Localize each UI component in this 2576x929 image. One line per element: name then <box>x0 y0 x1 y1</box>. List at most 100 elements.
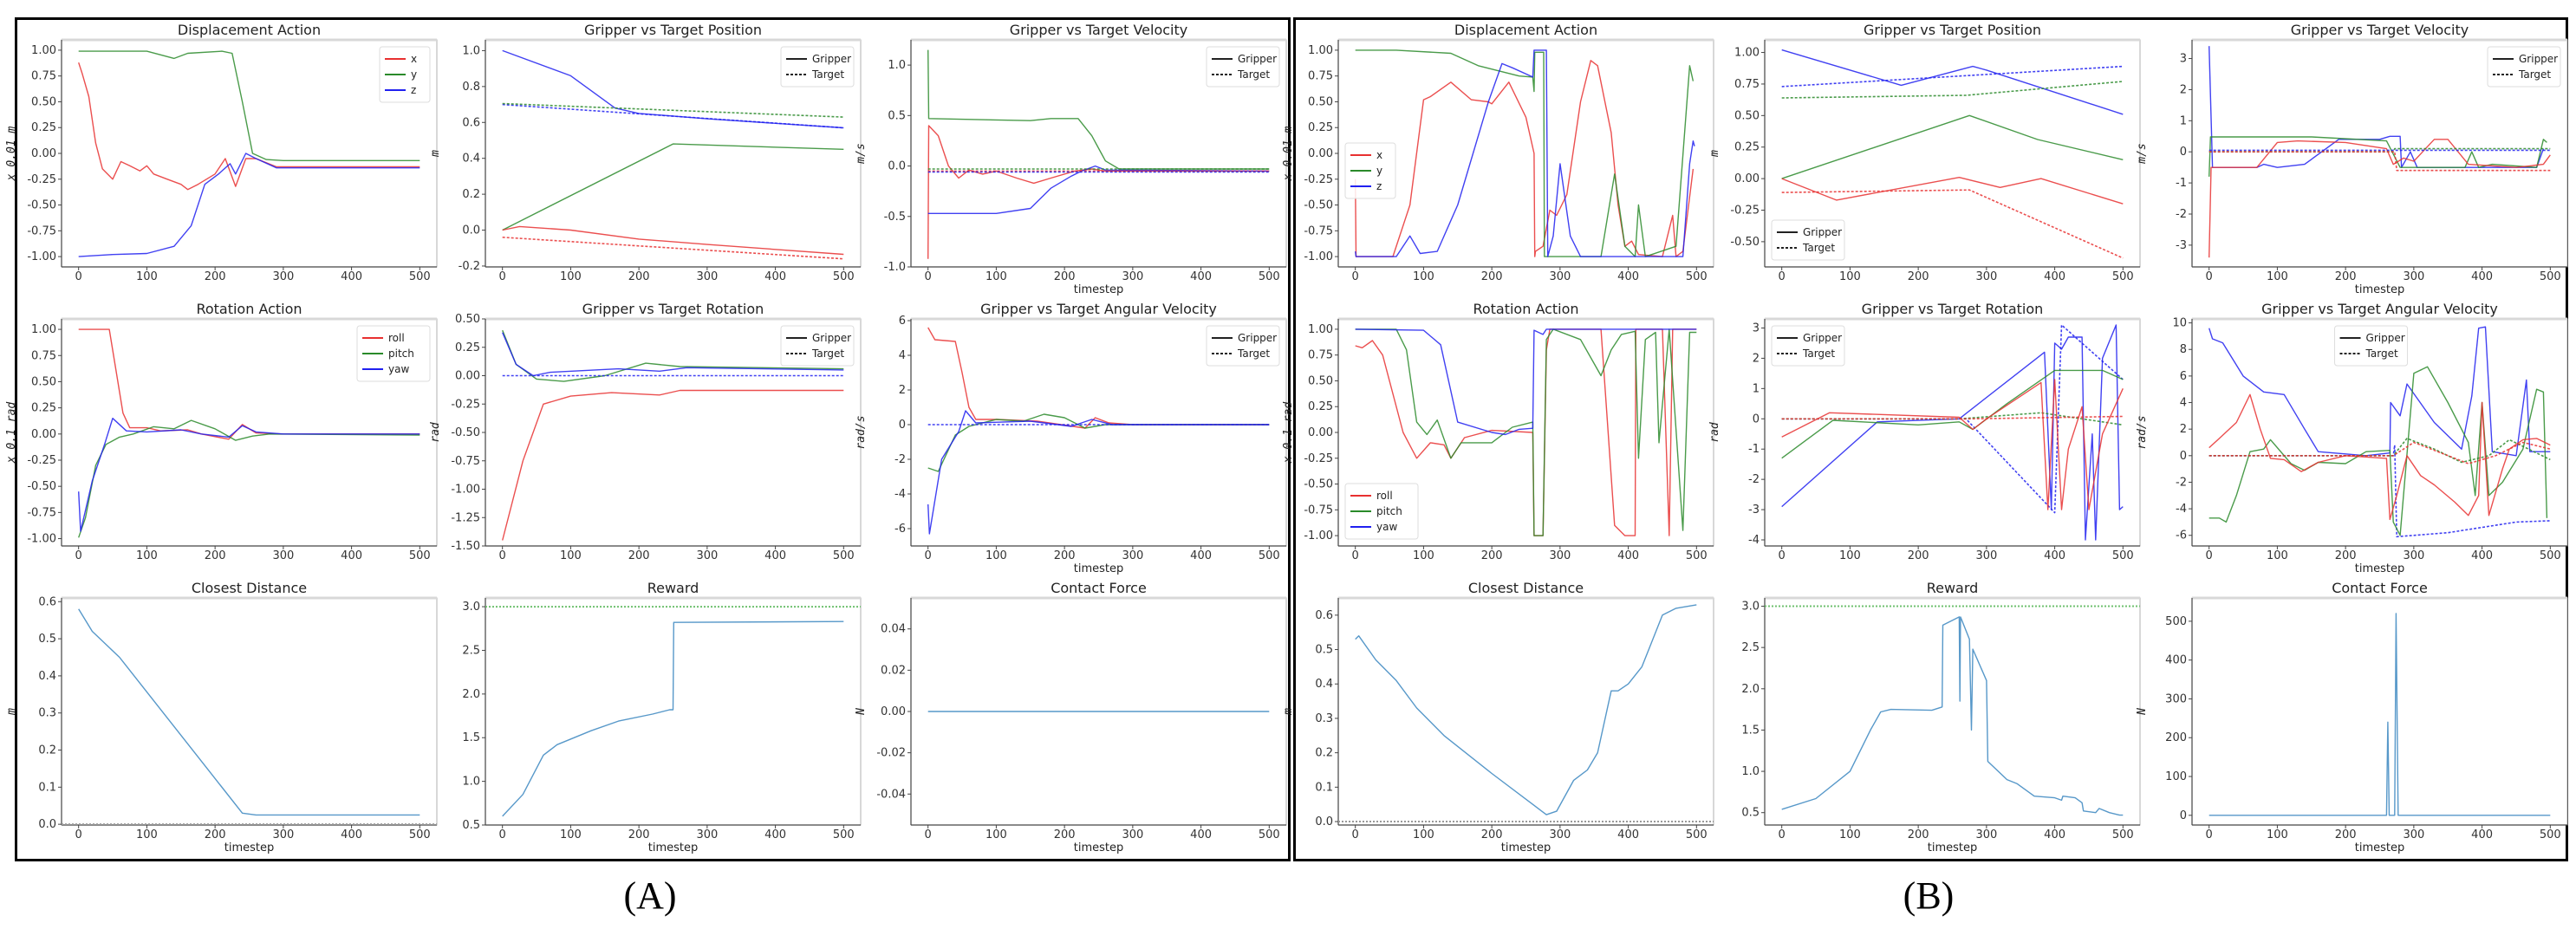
y-tick-label: 6 <box>899 315 906 328</box>
y-tick-label: 0.25 <box>1734 141 1760 154</box>
series-line <box>1781 616 2124 816</box>
plot-area <box>1337 39 1714 268</box>
x-tick-label: 500 <box>1259 549 1280 562</box>
x-tick-label: 500 <box>1259 828 1280 841</box>
series-line-target <box>1781 81 2124 99</box>
legend-label: pitch <box>1376 505 1402 517</box>
x-tick-label: 0 <box>1352 270 1359 283</box>
y-tick-label: -1.00 <box>1304 250 1333 263</box>
x-tick-label: 0 <box>1779 270 1786 283</box>
x-tick-label: 400 <box>2044 549 2065 562</box>
y-tick-label: -0.25 <box>27 454 56 467</box>
x-tick-label: 500 <box>409 828 431 841</box>
y-tick-label: 0.25 <box>31 402 56 415</box>
series-group <box>2208 46 2551 258</box>
subplot-a-reward: Reward 0 100 200 300 400 500 0.5 1.0 1.5 2.0 2.5 3.0… <box>462 580 862 854</box>
y-tick-label: 0.50 <box>31 375 56 388</box>
y-tick-label: -0.50 <box>27 480 56 493</box>
y-axis-label: m <box>1282 708 1295 716</box>
series-line-target <box>2208 151 2551 172</box>
x-axis-label: timestep <box>2355 283 2405 296</box>
series-line-target <box>2208 438 2551 464</box>
x-tick-label: 0 <box>75 828 82 841</box>
subplot-b-displacement-action: Displacement Action 0 100 200 300 400 500 -1.00… <box>1282 22 1714 283</box>
series-line-target <box>2208 441 2551 464</box>
y-tick-label: 0 <box>1753 413 1760 426</box>
legend-label: Gripper <box>812 332 851 344</box>
y-tick-label: 400 <box>2165 654 2187 667</box>
x-tick-label: 300 <box>2403 549 2424 562</box>
legend-label: y <box>411 68 417 81</box>
y-tick-label: 1 <box>2180 114 2187 127</box>
y-tick-label: 0.1 <box>38 781 56 794</box>
x-tick-label: 400 <box>1617 270 1639 283</box>
chart-title: Rotation Action <box>1473 301 1578 317</box>
x-tick-label: 100 <box>1413 270 1434 283</box>
series-group <box>927 49 1270 259</box>
series-group <box>502 329 844 541</box>
x-axis-label: timestep <box>1074 283 1124 296</box>
x-tick-label: 500 <box>833 828 855 841</box>
y-tick-label: 0.5 <box>888 109 906 122</box>
x-tick-label: 400 <box>341 549 362 562</box>
panel-a-frame <box>15 17 1291 861</box>
x-tick-label: 500 <box>409 549 431 562</box>
series-line <box>502 332 844 377</box>
legend-label: Gripper <box>2519 53 2558 65</box>
y-tick-label: -0.75 <box>1304 224 1333 237</box>
y-tick-label: 0.75 <box>1308 70 1333 83</box>
y-tick-label: 2.5 <box>462 644 480 657</box>
x-tick-label: 0 <box>75 549 82 562</box>
y-axis-label: m <box>429 150 442 158</box>
x-axis-label: timestep <box>648 841 699 854</box>
series-line <box>2208 613 2551 816</box>
y-tick-label: 0.3 <box>1315 712 1333 725</box>
plot-area <box>1337 597 1714 826</box>
y-tick-label: 2 <box>2180 423 2187 436</box>
x-tick-label: 400 <box>1617 549 1639 562</box>
x-tick-label: 200 <box>1481 549 1503 562</box>
y-tick-label: 1.00 <box>31 44 56 57</box>
series-group <box>2208 326 2551 538</box>
series-line <box>2208 136 2547 177</box>
y-tick-label: 1 <box>1753 382 1760 395</box>
x-tick-label: 0 <box>499 549 506 562</box>
plot-area <box>1764 597 2141 826</box>
series-line <box>2208 46 2545 168</box>
series-line <box>1781 114 2124 179</box>
series-line-target <box>1781 415 2124 420</box>
x-tick-label: 100 <box>1413 828 1434 841</box>
chart-title: Closest Distance <box>192 580 307 596</box>
x-axis-label: timestep <box>2355 841 2405 854</box>
series-line <box>2208 139 2551 258</box>
legend-label: x <box>1376 149 1382 161</box>
series-line <box>2208 393 2551 521</box>
legend-label: Target <box>1802 348 1835 360</box>
x-tick-label: 100 <box>560 270 582 283</box>
x-tick-label: 200 <box>1908 270 1929 283</box>
subplot-b-gripper-vs-target-velocity: Gripper vs Target Velocity 0 100 200 300 400 5… <box>2136 22 2568 296</box>
y-tick-label: -0.25 <box>27 173 56 186</box>
y-axis-label: rad/s <box>2136 415 2149 449</box>
y-tick-label: 1.00 <box>1308 44 1333 57</box>
legend-label: y <box>1376 165 1382 177</box>
series-line <box>502 389 844 541</box>
y-tick-label: 0.50 <box>455 313 480 326</box>
y-tick-label: 0.00 <box>455 370 480 383</box>
y-tick-label: -2 <box>894 453 906 466</box>
legend: Gripper Target <box>1206 46 1280 88</box>
subplot-b-contact-force: Contact Force 0 100 200 300 400 500 0 100 200 300 4… <box>2136 580 2568 854</box>
x-axis-label: timestep <box>1074 841 1124 854</box>
series-group <box>485 606 861 817</box>
x-tick-label: 400 <box>341 828 362 841</box>
x-tick-label: 400 <box>2471 828 2493 841</box>
y-tick-label: -0.02 <box>876 747 906 760</box>
x-tick-label: 400 <box>764 270 786 283</box>
x-tick-label: 500 <box>1686 270 1708 283</box>
x-tick-label: 200 <box>2335 549 2357 562</box>
x-tick-label: 500 <box>2540 270 2561 283</box>
legend-label: roll <box>388 332 405 344</box>
x-tick-label: 100 <box>2267 828 2288 841</box>
series-line-pitch <box>78 419 420 538</box>
series-group <box>1765 605 2140 816</box>
